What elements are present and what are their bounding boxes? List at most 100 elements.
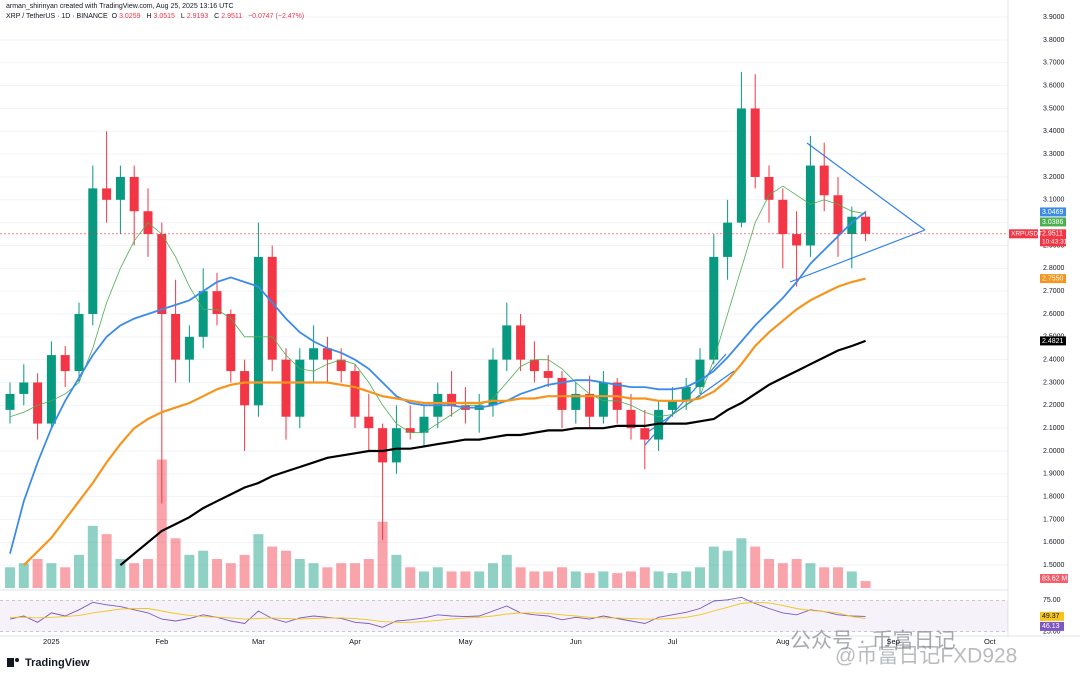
y-tick-label: 3.8000 <box>1043 37 1065 44</box>
ma-line <box>9 211 867 554</box>
y-tick-label: 1.8000 <box>1043 494 1065 501</box>
candle-body <box>171 313 181 360</box>
price-tag <box>1040 229 1066 247</box>
candle-body <box>102 188 112 200</box>
candle-body <box>529 359 539 372</box>
candle-body <box>667 400 677 410</box>
ohlc-value: 3.0259 <box>119 13 141 20</box>
volume-bar <box>101 534 112 588</box>
candle-body <box>585 393 595 417</box>
volume-bar <box>501 554 512 588</box>
candle-body <box>198 291 208 337</box>
y-tick-label: 3.7000 <box>1043 60 1065 67</box>
volume-bar <box>267 546 278 588</box>
volume-bar <box>708 546 719 588</box>
y-tick-label: 3.2000 <box>1043 174 1065 181</box>
price-tag <box>1040 217 1066 227</box>
candle-body <box>861 216 871 234</box>
volume-bar <box>377 521 388 588</box>
candle-body <box>378 428 388 463</box>
volume-bar <box>170 538 181 588</box>
x-tick-label: Jul <box>668 637 678 646</box>
volume-bar <box>764 559 774 588</box>
candle-body <box>74 313 84 372</box>
y-tick-label: 3.6000 <box>1043 82 1065 89</box>
ohlc-letter: L <box>180 13 185 20</box>
candle-body <box>736 108 746 223</box>
volume-bar <box>570 571 581 588</box>
volume-bar <box>74 554 84 588</box>
volume-bar <box>667 573 678 588</box>
volume-bar <box>87 525 98 588</box>
watermark: 公众号 · 币富日记 <box>790 630 956 653</box>
volume-bar <box>626 571 636 588</box>
y-tick-label: 3.5000 <box>1043 105 1065 112</box>
ohlc: H 3.0515 <box>146 13 176 20</box>
candle-body <box>295 359 305 417</box>
candle-body <box>723 222 733 257</box>
volume-bar <box>819 567 830 588</box>
ohlc-value: 2.9511 <box>221 13 243 20</box>
x-tick-label: Feb <box>155 637 168 646</box>
candle-body <box>419 416 429 433</box>
x-tick-label: Mar <box>252 637 265 646</box>
watermark: @币富日记FXD928 <box>835 645 1017 668</box>
volume-bar <box>60 567 71 588</box>
rsi-tick-label: 25.00 <box>1043 628 1061 635</box>
candle-body <box>391 428 401 463</box>
candle-body <box>792 234 802 246</box>
volume-bar <box>350 563 360 588</box>
rsi-band <box>0 600 1008 632</box>
volume-tag-label: 83.62 M <box>1042 575 1067 582</box>
rsi-tag-label: 49.37 <box>1042 613 1060 620</box>
volume-bar <box>308 563 319 588</box>
ohlc-value: 3.0515 <box>153 13 175 20</box>
volume-bar <box>474 571 485 588</box>
rsi-line <box>9 596 866 628</box>
x-tick-label: Oct <box>984 637 997 646</box>
volume-bar <box>405 567 416 588</box>
candle-body <box>571 393 581 410</box>
price-tag-label: 3.0469 <box>1042 209 1064 216</box>
x-tick-label: Jun <box>570 637 582 646</box>
volume-bar <box>695 567 705 588</box>
candle-body <box>226 313 236 372</box>
volume-bar <box>639 567 650 588</box>
candle-body <box>447 393 457 406</box>
volume-bar <box>446 571 457 588</box>
x-tick-label: Sep <box>887 637 900 646</box>
ohlc-letter: C <box>214 13 220 20</box>
x-tick-label: 2025 <box>43 637 60 646</box>
candle-body <box>267 256 277 360</box>
volume-bar <box>653 571 664 588</box>
volume-bar <box>225 563 236 588</box>
candle-body <box>598 382 608 417</box>
rsi-tag-label: 46.13 <box>1042 623 1060 630</box>
candle-body <box>405 428 415 433</box>
candle-body <box>336 359 346 372</box>
volume-bar <box>722 550 733 588</box>
volume-bar <box>557 567 567 588</box>
volume-bar <box>515 567 526 588</box>
volume-bar <box>322 567 333 588</box>
logo-mark <box>15 658 19 662</box>
candle-body <box>212 291 222 314</box>
candle-body <box>129 176 139 212</box>
y-tick-label: 2.8000 <box>1043 265 1065 272</box>
volume-bar <box>212 559 222 588</box>
volume-bar <box>143 559 153 588</box>
volume-bar <box>184 554 195 588</box>
x-tick-label: May <box>458 637 472 646</box>
x-tick-label: Aug <box>776 637 789 646</box>
price-tag <box>1040 336 1066 346</box>
rsi-tick-label: 75.00 <box>1043 597 1061 604</box>
logo: TradingView <box>7 657 90 669</box>
y-tick-label: 2.4000 <box>1043 356 1065 363</box>
y-tick-label: 1.7000 <box>1043 516 1065 523</box>
symbol: XRP / TetherUS · 1D · BINANCE <box>6 13 108 20</box>
candle-body <box>640 428 650 440</box>
volume-bar <box>846 571 857 588</box>
